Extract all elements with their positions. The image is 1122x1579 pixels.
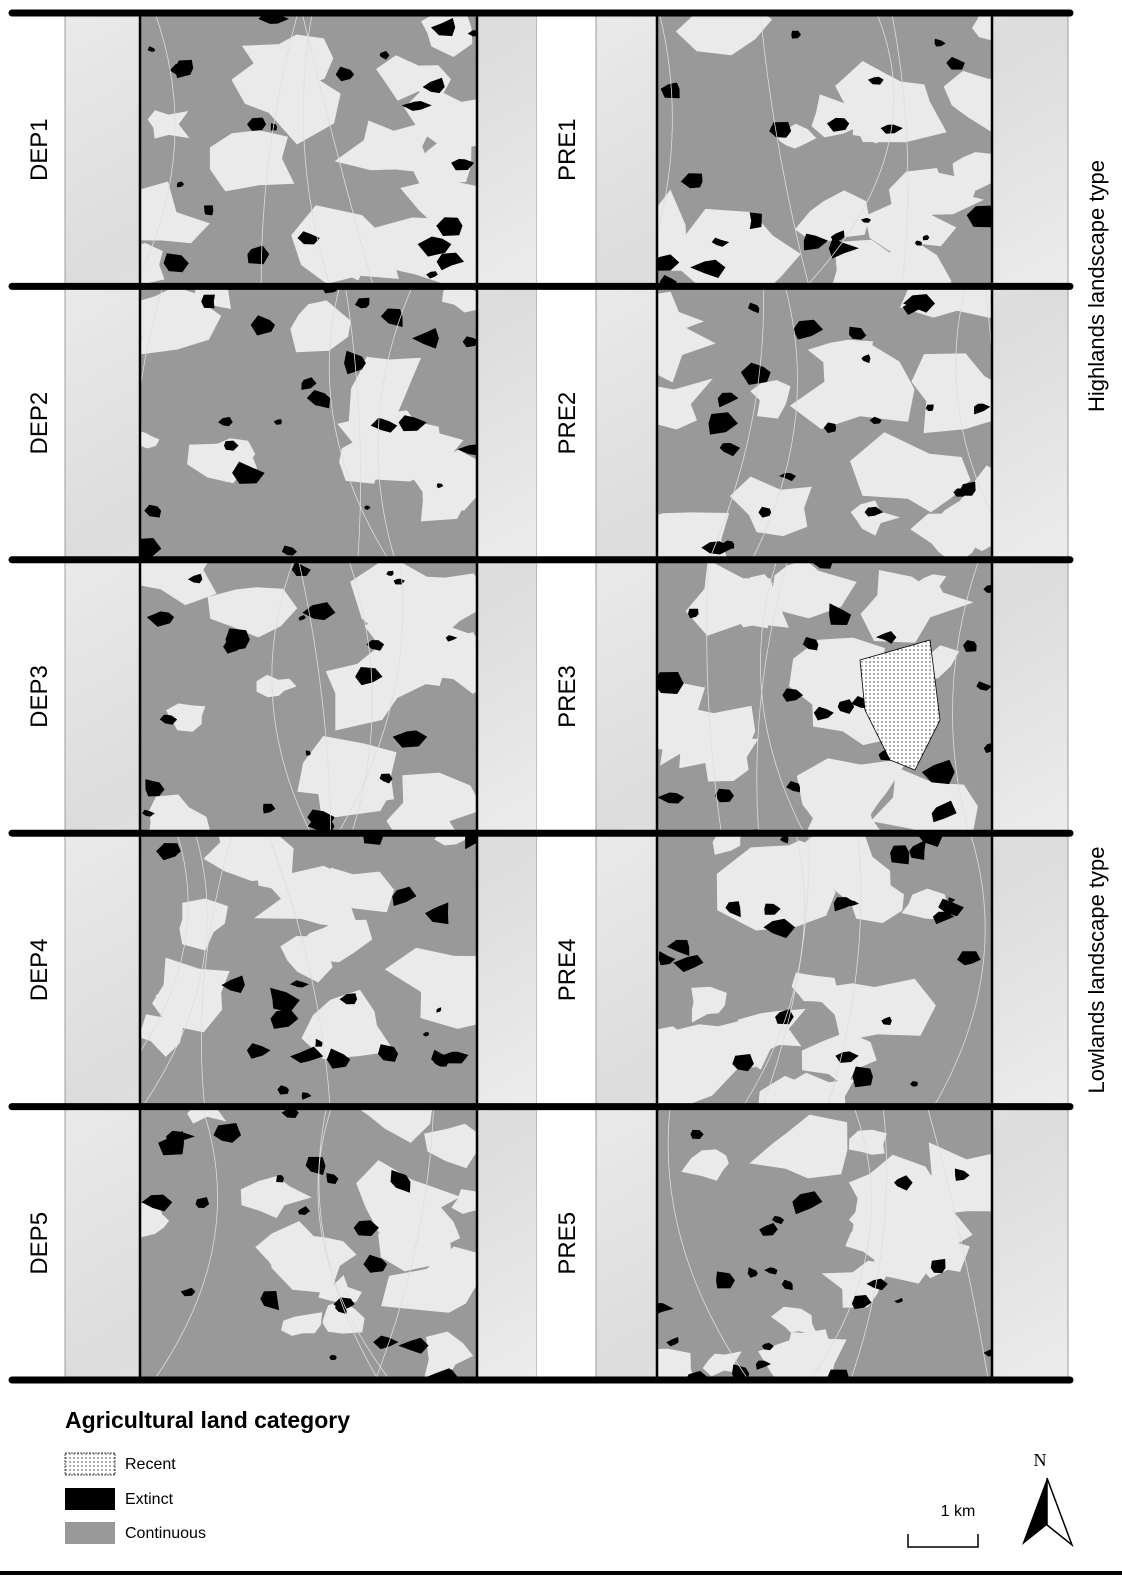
legend-title: Agricultural land category <box>65 1407 350 1433</box>
extinct-land <box>931 1259 946 1273</box>
panel-label: DEP4 <box>26 939 53 1002</box>
extinct-land <box>890 845 909 864</box>
panel-row: DEP2 PRE2 <box>12 255 1068 587</box>
panel-label: PRE5 <box>554 1212 581 1275</box>
legend-label: Continuous <box>125 1525 206 1542</box>
panel-label: PRE3 <box>554 665 581 728</box>
panel-label: DEP3 <box>26 665 53 728</box>
map <box>592 0 1048 316</box>
panel-rows: DEP1 PRE1 DEP2 PRE2 DEP3 PRE3 DEP4 PRE4 DEP5 PRE5 <box>12 0 1070 1390</box>
map <box>128 277 504 559</box>
legend: Agricultural land category Recent Extinc… <box>65 1407 350 1544</box>
map <box>619 1107 1019 1391</box>
panel-label: PRE4 <box>554 939 581 1002</box>
map <box>126 528 496 850</box>
map <box>98 801 502 1107</box>
panel-label: DEP1 <box>26 118 53 181</box>
extinct-land <box>750 212 762 229</box>
panel-row: DEP3 PRE3 <box>12 528 1068 857</box>
landscape-label: Lowlands landscape type <box>1084 846 1109 1093</box>
scale-label: 1 km <box>941 1503 976 1520</box>
figure: DEP1 PRE1 DEP2 PRE2 DEP3 PRE3 DEP4 PRE4 DEP5 PRE5… <box>0 0 1122 1579</box>
legend-swatch <box>65 1522 115 1544</box>
extinct-land <box>853 1067 873 1088</box>
north-label: N <box>1034 1450 1047 1470</box>
panel-row: DEP1 PRE1 <box>12 0 1068 316</box>
map <box>619 823 993 1137</box>
panel-label: DEP2 <box>26 392 53 455</box>
legend-swatch <box>65 1453 115 1475</box>
panel-label: DEP5 <box>26 1212 53 1275</box>
panel-label: PRE2 <box>554 392 581 455</box>
panel-row: DEP4 PRE4 <box>12 801 1068 1138</box>
map <box>605 553 996 857</box>
map <box>626 255 1044 587</box>
legend-swatch <box>65 1488 115 1510</box>
non-agricultural <box>210 130 294 191</box>
legend-label: Extinct <box>125 1491 174 1508</box>
panel-label: PRE1 <box>554 118 581 181</box>
map <box>101 10 517 287</box>
landscape-label: Highlands landscape type <box>1084 160 1109 412</box>
legend-label: Recent <box>125 1456 176 1473</box>
extinct-land <box>204 205 213 215</box>
north-arrow: N <box>1022 1450 1072 1545</box>
scale-bar: 1 km <box>908 1503 978 1547</box>
